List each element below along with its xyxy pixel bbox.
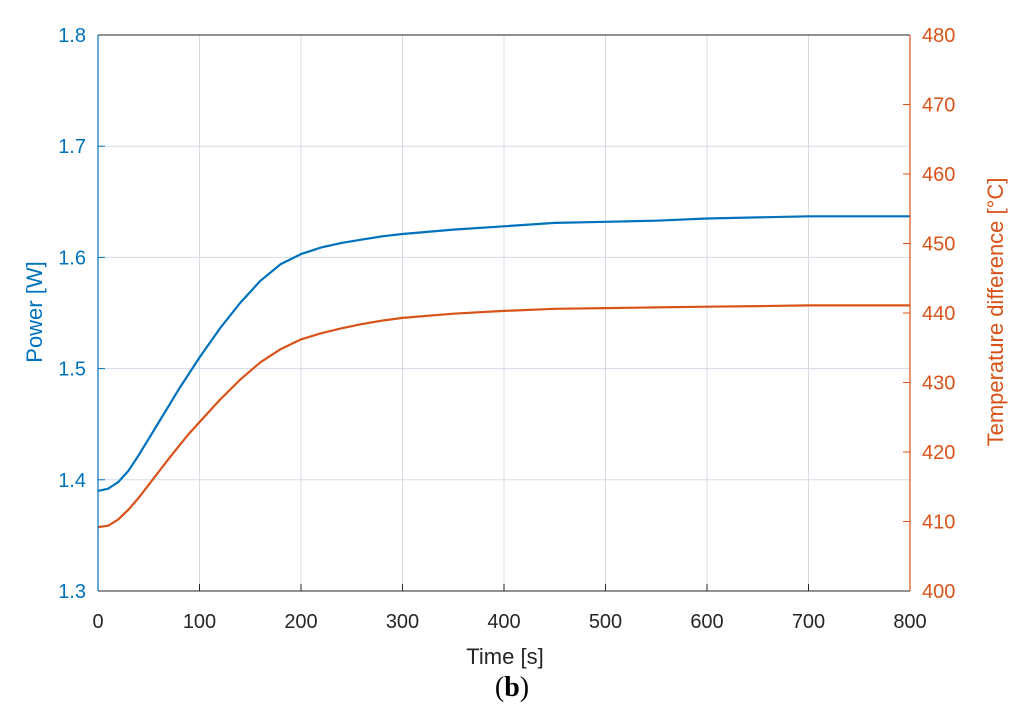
axes <box>97 34 911 592</box>
y-right-tick-label: 460 <box>922 164 955 186</box>
power-line <box>97 215 910 492</box>
grid <box>98 35 910 591</box>
chart: 0 100 200 300 400 500 600 700 800 1.3 1.4 1.5 1.6 1.7… <box>22 25 1008 669</box>
x-tick-label: 300 <box>386 611 419 633</box>
x-tick-label: 800 <box>893 611 926 633</box>
caption-letter: b <box>504 672 520 703</box>
y-right-tick-label: 410 <box>922 512 955 534</box>
y-right-tick-label: 440 <box>922 303 955 325</box>
y-left-tick-label: 1.5 <box>58 359 86 381</box>
y-left-tick-label: 1.3 <box>58 581 86 603</box>
y-right-tick-label: 420 <box>922 442 955 464</box>
y-right-tick-label: 430 <box>922 373 955 395</box>
y-left-tick-label: 1.6 <box>58 247 86 269</box>
x-axis-title: Time [s] <box>466 644 543 669</box>
y-right-tick-label: 450 <box>922 234 955 256</box>
x-tick-label: 0 <box>92 611 103 633</box>
caption-close: ) <box>519 672 530 703</box>
y-right-tick-label: 470 <box>922 95 955 117</box>
temperature-difference-line <box>97 304 910 529</box>
x-tick-label: 100 <box>183 611 216 633</box>
caption-open: ( <box>494 672 505 703</box>
y-right-tick-label: 480 <box>922 25 955 47</box>
x-tick-label: 600 <box>690 611 723 633</box>
tick-labels: 0 100 200 300 400 500 600 700 800 1.3 1.4 1.5 1.6 1.7… <box>58 25 955 633</box>
y-left-tick-label: 1.4 <box>58 470 86 492</box>
y-left-tick-label: 1.8 <box>58 25 86 47</box>
plot-series <box>97 215 910 529</box>
x-tick-label: 700 <box>792 611 825 633</box>
x-tick-label: 500 <box>589 611 622 633</box>
x-tick-label: 400 <box>487 611 520 633</box>
figure-caption: (b) <box>0 672 1024 704</box>
x-tick-label: 200 <box>284 611 317 633</box>
y-right-axis-title: Temperature difference [°C] <box>983 178 1008 447</box>
y-left-axis-title: Power [W] <box>22 261 47 362</box>
y-right-tick-label: 400 <box>922 581 955 603</box>
y-left-tick-label: 1.7 <box>58 136 86 158</box>
